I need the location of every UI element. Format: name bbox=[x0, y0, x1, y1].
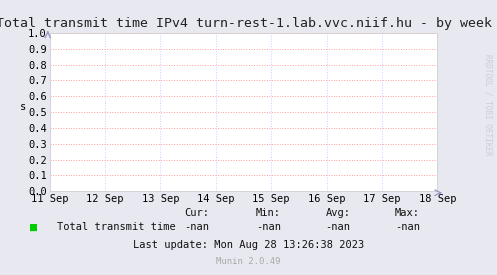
Text: RRDTOOL / TOBI OETIKER: RRDTOOL / TOBI OETIKER bbox=[484, 54, 493, 155]
Text: -nan: -nan bbox=[395, 222, 420, 232]
Y-axis label: s: s bbox=[19, 102, 26, 112]
Text: Cur:: Cur: bbox=[184, 208, 209, 218]
Text: Total transmit time: Total transmit time bbox=[57, 222, 176, 232]
Text: -nan: -nan bbox=[326, 222, 350, 232]
Text: Min:: Min: bbox=[256, 208, 281, 218]
Text: ■: ■ bbox=[30, 220, 37, 233]
Text: Munin 2.0.49: Munin 2.0.49 bbox=[216, 257, 281, 266]
Text: -nan: -nan bbox=[184, 222, 209, 232]
Text: Last update: Mon Aug 28 13:26:38 2023: Last update: Mon Aug 28 13:26:38 2023 bbox=[133, 240, 364, 250]
Title: Total transmit time IPv4 turn-rest-1.lab.vvc.niif.hu - by week: Total transmit time IPv4 turn-rest-1.lab… bbox=[0, 17, 492, 31]
Text: Max:: Max: bbox=[395, 208, 420, 218]
Text: -nan: -nan bbox=[256, 222, 281, 232]
Text: Avg:: Avg: bbox=[326, 208, 350, 218]
